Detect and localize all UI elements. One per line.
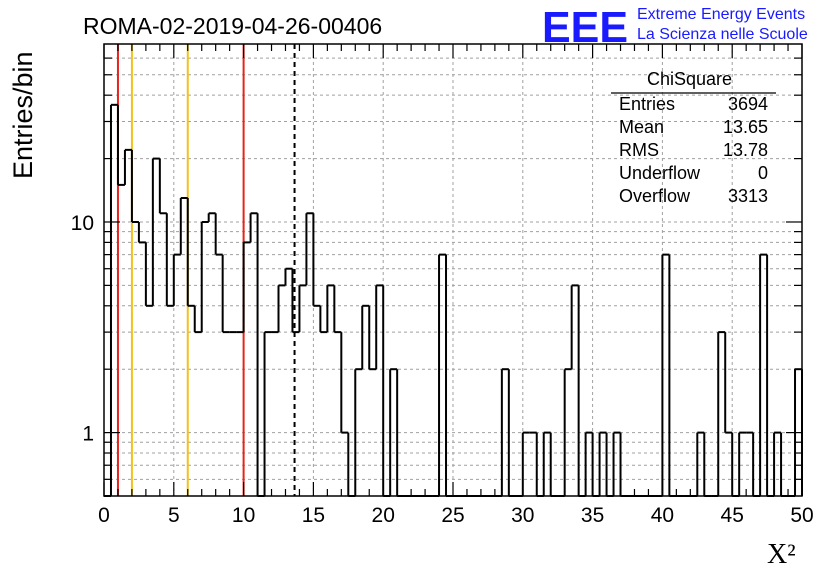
histogram <box>104 103 803 497</box>
y-tick-label: 10 <box>71 212 94 235</box>
stats-row-value: 3694 <box>728 94 768 114</box>
stats-row-label: Entries <box>619 94 675 114</box>
x-tick-label: 25 <box>441 504 464 527</box>
stats-box: ChiSquare Entries 3694 Mean 13.65 RMS 13.78 Un… <box>611 69 776 206</box>
x-tick-label: 45 <box>721 504 744 527</box>
logo-line2: La Scienza nelle Scuole <box>637 26 808 43</box>
x-tick-label: 15 <box>302 504 325 527</box>
stats-row-label: Mean <box>619 117 664 137</box>
stats-name: ChiSquare <box>647 69 732 89</box>
x-tick-label: 0 <box>98 504 110 527</box>
axis-ticks <box>103 44 803 496</box>
stats-row-label: Overflow <box>619 186 691 206</box>
x-tick-label: 5 <box>168 504 180 527</box>
plot-frame <box>103 43 803 497</box>
x-tick-label: 20 <box>372 504 395 527</box>
x-tick-label: 40 <box>651 504 674 527</box>
y-tick-labels: 1 10 <box>71 212 94 446</box>
x-tick-label: 50 <box>790 504 813 527</box>
x-tick-label: 10 <box>232 504 255 527</box>
stats-row-label: Underflow <box>619 163 701 183</box>
stats-row-value: 13.78 <box>723 140 768 160</box>
reference-lines <box>116 44 296 496</box>
y-tick-label: 1 <box>82 423 94 446</box>
x-tick-label: 30 <box>511 504 534 527</box>
stats-row-label: RMS <box>619 140 659 160</box>
y-axis-title: Entries/bin <box>8 51 38 179</box>
stats-row-value: 3313 <box>728 186 768 206</box>
stats-row-value: 13.65 <box>723 117 768 137</box>
grid-lines <box>104 44 802 496</box>
x-tick-label: 35 <box>581 504 604 527</box>
x-axis-title: X² <box>767 539 796 570</box>
chart-title: ROMA-02-2019-04-26-00406 <box>83 13 382 39</box>
x-tick-labels: 0 5 10 15 20 25 30 35 40 45 50 <box>98 504 814 527</box>
stats-row-value: 0 <box>758 163 768 183</box>
stats-rows: Entries 3694 Mean 13.65 RMS 13.78 Underflow 0 Ov… <box>619 94 768 206</box>
logo-line1: Extreme Energy Events <box>637 6 805 23</box>
eee-logo: EEE Extreme Energy Events La Scienza nel… <box>542 3 808 52</box>
